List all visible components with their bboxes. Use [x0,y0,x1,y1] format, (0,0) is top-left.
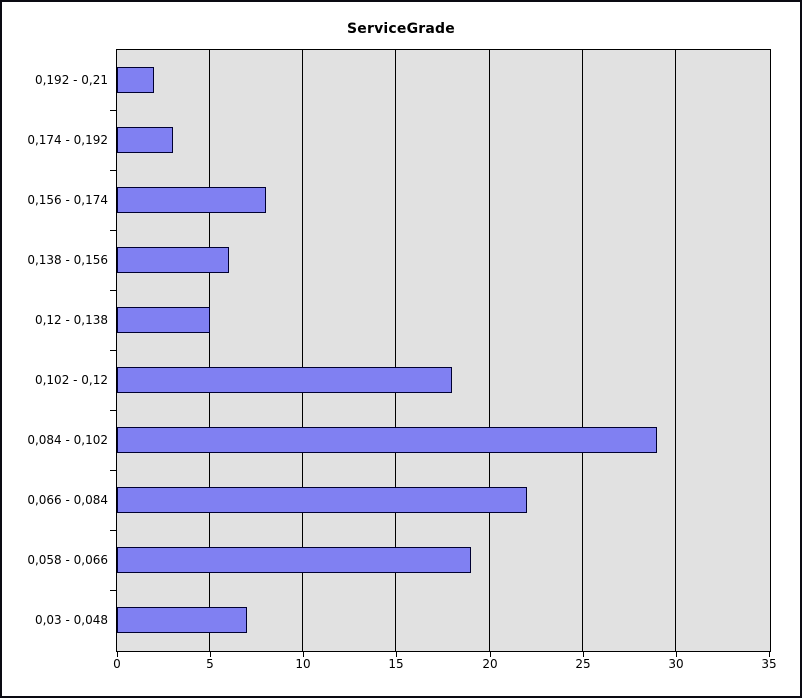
y-axis-label: 0,084 - 0,102 [27,433,108,447]
gridline [209,50,210,651]
y-axis-tick [110,290,117,291]
y-axis-label: 0,102 - 0,12 [34,373,108,387]
y-axis-label: 0,066 - 0,084 [27,493,108,507]
y-axis-label: 0,12 - 0,138 [34,313,108,327]
y-axis-label: 0,174 - 0,192 [27,133,108,147]
x-axis-tick-label: 25 [575,657,591,671]
gridline [395,50,396,651]
y-axis-tick [110,470,117,471]
y-axis-tick [110,410,117,411]
bar [117,127,173,153]
x-axis-tick [396,651,397,657]
x-axis-tick-label: 10 [295,657,311,671]
x-axis-tick [676,651,677,657]
y-axis-tick [110,590,117,591]
y-axis-tick [110,170,117,171]
x-axis-tick [117,651,118,657]
bar [117,307,210,333]
y-axis-tick [110,530,117,531]
y-axis-tick [110,110,117,111]
x-axis-tick-label: 15 [388,657,404,671]
x-axis-tick-label: 30 [668,657,684,671]
gridline [489,50,490,651]
bar [117,247,229,273]
x-axis-tick-label: 35 [761,657,777,671]
plot-area [116,49,771,652]
y-axis-label: 0,156 - 0,174 [27,193,108,207]
x-axis-tick [303,651,304,657]
bar [117,427,657,453]
y-axis-label: 0,058 - 0,066 [27,553,108,567]
x-axis-tick [490,651,491,657]
x-axis-tick-label: 5 [206,657,214,671]
bar [117,487,527,513]
y-axis-tick [110,230,117,231]
y-axis-label: 0,192 - 0,21 [34,73,108,87]
bar [117,607,247,633]
x-axis-tick [769,651,770,657]
gridline [582,50,583,651]
bar [117,187,266,213]
y-axis-tick [110,350,117,351]
gridline [302,50,303,651]
x-axis-tick [583,651,584,657]
x-axis-tick-label: 20 [482,657,498,671]
x-axis-tick [210,651,211,657]
bar [117,547,471,573]
y-axis-label: 0,03 - 0,048 [34,613,108,627]
bar [117,67,154,93]
gridline [675,50,676,651]
x-axis-tick-label: 0 [113,657,121,671]
bar [117,367,452,393]
y-axis-label: 0,138 - 0,156 [27,253,108,267]
chart-title: ServiceGrade [347,21,455,37]
